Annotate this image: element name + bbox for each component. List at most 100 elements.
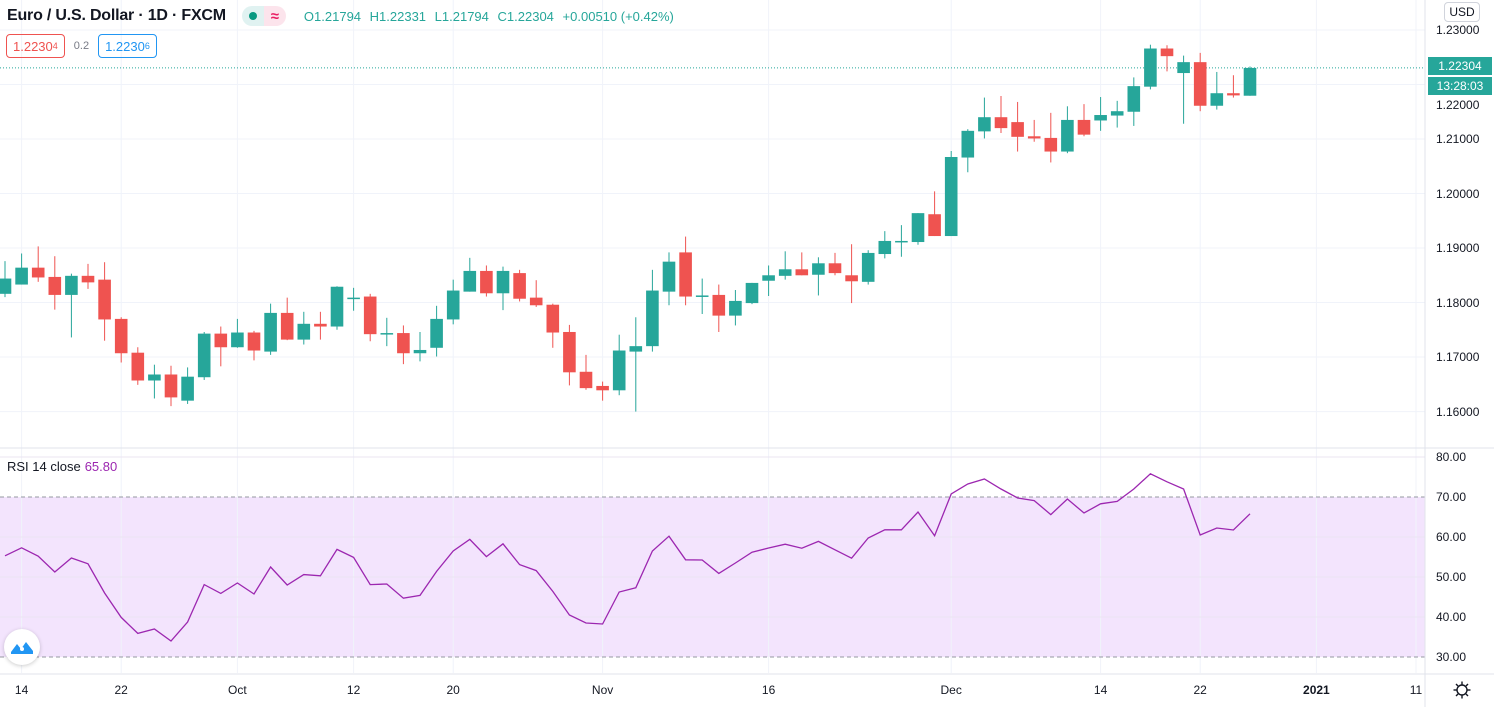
candle-up[interactable] — [148, 374, 161, 381]
candle-up[interactable] — [463, 270, 477, 292]
candle-up[interactable] — [297, 323, 311, 340]
candle-down[interactable] — [114, 318, 128, 354]
candle-up[interactable] — [961, 130, 975, 158]
rsi-axis-label: 60.00 — [1436, 530, 1467, 544]
candle-up[interactable] — [430, 318, 443, 348]
candle-up[interactable] — [15, 267, 28, 285]
tradingview-logo-icon[interactable] — [4, 629, 40, 665]
candle-down[interactable] — [1027, 136, 1041, 139]
buy-button[interactable]: 1.2230 6 — [98, 34, 157, 58]
candle-up[interactable] — [978, 117, 991, 132]
candle-down[interactable] — [1227, 93, 1240, 96]
candle-up[interactable] — [1094, 115, 1107, 121]
candle-up[interactable] — [646, 290, 659, 347]
sell-button[interactable]: 1.2230 4 — [6, 34, 65, 58]
candle-down[interactable] — [513, 273, 526, 299]
candle-down[interactable] — [1193, 62, 1207, 106]
candle-down[interactable] — [1011, 122, 1024, 137]
candle-down[interactable] — [845, 275, 858, 282]
candle-up[interactable] — [778, 269, 792, 276]
price-axis-label: 1.17000 — [1436, 350, 1480, 365]
candle-down[interactable] — [579, 371, 593, 389]
rsi-value: 65.80 — [84, 459, 118, 474]
candle-up[interactable] — [1144, 48, 1157, 87]
candle-up[interactable] — [181, 376, 194, 401]
candle-up[interactable] — [65, 275, 78, 295]
trade-buttons: 1.2230 4 0.2 1.2230 6 — [6, 34, 157, 58]
candle-up[interactable] — [496, 270, 510, 294]
delayed-data-icon[interactable]: ≈ — [263, 6, 286, 26]
rsi-legend[interactable]: RSI 14 close 65.80 — [7, 459, 117, 474]
candle-down[interactable] — [480, 270, 493, 294]
candle-up[interactable] — [1210, 93, 1224, 106]
candle-down[interactable] — [529, 297, 543, 306]
market-open-dot-icon[interactable] — [241, 6, 264, 26]
candle-up[interactable] — [762, 275, 775, 281]
candle-up[interactable] — [1177, 62, 1190, 74]
candle-up[interactable] — [197, 333, 211, 378]
candle-down[interactable] — [596, 385, 609, 391]
candle-down[interactable] — [363, 296, 377, 335]
candle-down[interactable] — [280, 312, 294, 340]
candle-down[interactable] — [546, 304, 560, 333]
candle-up[interactable] — [1243, 67, 1257, 96]
candle-up[interactable] — [1061, 119, 1074, 152]
candle-up[interactable] — [944, 156, 958, 237]
candle-down[interactable] — [397, 333, 410, 354]
buy-price: 1.2230 — [105, 38, 145, 54]
candle-up[interactable] — [1110, 111, 1124, 116]
candle-down[interactable] — [1044, 137, 1058, 152]
rsi-axis-label: 30.00 — [1436, 650, 1467, 664]
rsi-axis-label: 50.00 — [1436, 570, 1467, 584]
rsi-line[interactable] — [4, 473, 1251, 642]
candle-down[interactable] — [1077, 119, 1091, 135]
candle-up[interactable] — [612, 350, 626, 391]
candle-up[interactable] — [1127, 86, 1141, 112]
candle-up[interactable] — [347, 297, 360, 300]
candle-down[interactable] — [247, 332, 261, 351]
candle-up[interactable] — [629, 346, 643, 352]
candle-down[interactable] — [314, 323, 327, 327]
candle-up[interactable] — [662, 261, 676, 292]
candle-down[interactable] — [828, 263, 842, 274]
candle-up[interactable] — [812, 263, 825, 275]
candle-down[interactable] — [679, 252, 692, 297]
candle-down[interactable] — [48, 276, 62, 295]
candle-up[interactable] — [0, 278, 12, 294]
settings-gear-icon[interactable] — [1452, 680, 1472, 700]
rsi-axis-label: 80.00 — [1436, 450, 1467, 464]
candle-up[interactable] — [413, 349, 427, 354]
candle-down[interactable] — [98, 279, 111, 320]
candle-down[interactable] — [563, 331, 576, 373]
candle-down[interactable] — [928, 214, 941, 237]
candle-up[interactable] — [231, 332, 244, 348]
current-price-label: 1.22304 — [1428, 57, 1492, 75]
candle-down[interactable] — [994, 117, 1008, 129]
candle-down[interactable] — [214, 333, 228, 348]
candle-up[interactable] — [861, 252, 875, 282]
symbol-title[interactable]: Euro / U.S. Dollar · 1D · FXCM — [7, 7, 226, 24]
candle-down[interactable] — [31, 267, 45, 278]
candle-up[interactable] — [695, 295, 709, 297]
close-value: C1.22304 — [497, 8, 554, 24]
candle-up[interactable] — [911, 213, 925, 243]
currency-button[interactable]: USD — [1444, 2, 1480, 22]
candle-down[interactable] — [164, 374, 178, 398]
candle-down[interactable] — [131, 352, 145, 381]
candle-up[interactable] — [878, 240, 892, 255]
candle-up[interactable] — [264, 312, 277, 352]
candle-up[interactable] — [895, 240, 908, 243]
low-value: L1.21794 — [434, 8, 489, 24]
candle-up[interactable] — [330, 286, 344, 327]
candle-down[interactable] — [81, 275, 95, 283]
time-axis-label: 14 — [14, 683, 29, 697]
candle-down[interactable] — [795, 269, 809, 276]
candle-down[interactable] — [1160, 48, 1174, 57]
candle-down[interactable] — [712, 294, 726, 316]
price-axis-label: 1.16000 — [1436, 404, 1480, 419]
candle-up[interactable] — [446, 290, 460, 320]
candle-up[interactable] — [380, 333, 394, 335]
candle-up[interactable] — [729, 300, 742, 316]
candle-up[interactable] — [745, 282, 759, 304]
